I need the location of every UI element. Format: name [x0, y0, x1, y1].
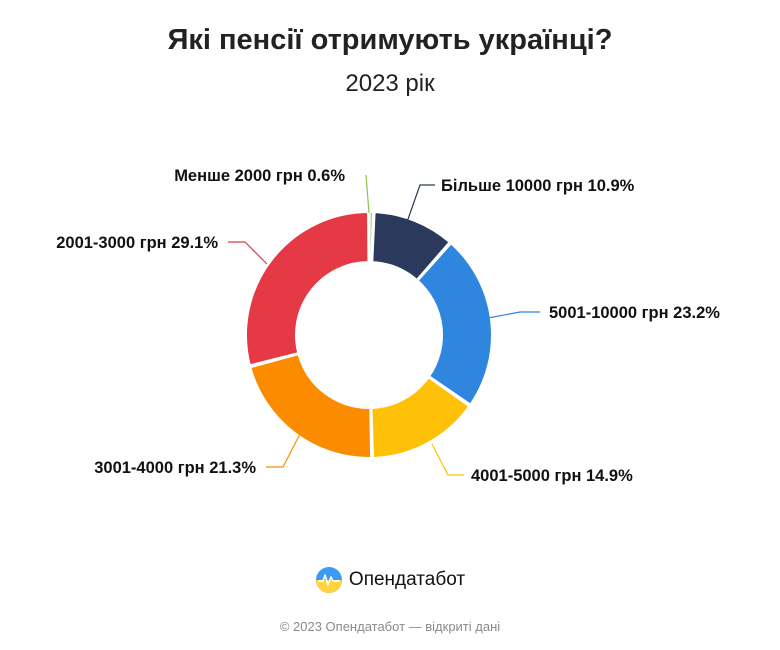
slice-label-5: 2001-3000 грн 29.1% — [56, 234, 218, 252]
leader-line-0 — [365, 174, 370, 214]
brand-name: Опендатабот — [348, 569, 466, 590]
slice-2 — [416, 242, 493, 406]
brand: Опендатабот — [0, 566, 780, 594]
slice-4 — [249, 353, 373, 459]
leader-line-4 — [266, 431, 302, 468]
leader-lines — [228, 174, 540, 476]
slice-label-2: 5001-10000 грн 23.2% — [549, 304, 720, 322]
leader-line-1 — [406, 184, 435, 223]
slice-label-0: Менше 2000 грн 0.6% — [174, 167, 345, 185]
leader-line-2 — [487, 311, 540, 319]
donut-chart: Менше 2000 грн 0.6% Більше 10000 грн 10.9… — [56, 167, 720, 485]
donut-slices — [245, 211, 493, 459]
slice-3 — [370, 376, 471, 459]
slice-label-4: 3001-4000 грн 21.3% — [94, 459, 256, 477]
slice-5 — [245, 211, 370, 367]
slice-labels: Менше 2000 грн 0.6% Більше 10000 грн 10.9… — [56, 167, 720, 485]
opendatabot-logo-icon — [315, 567, 342, 593]
chart-subtitle: 2023 рік — [345, 70, 435, 97]
chart-title: Які пенсії отримують українці? — [167, 24, 613, 56]
leader-line-5 — [228, 241, 268, 265]
leader-line-3 — [431, 443, 464, 476]
slice-1 — [371, 211, 451, 281]
slice-0 — [368, 211, 374, 264]
slice-label-3: 4001-5000 грн 14.9% — [471, 467, 633, 485]
slice-label-1: Більше 10000 грн 10.9% — [441, 177, 635, 195]
footer-copyright: © 2023 Опендатабот — відкриті дані — [279, 619, 501, 634]
